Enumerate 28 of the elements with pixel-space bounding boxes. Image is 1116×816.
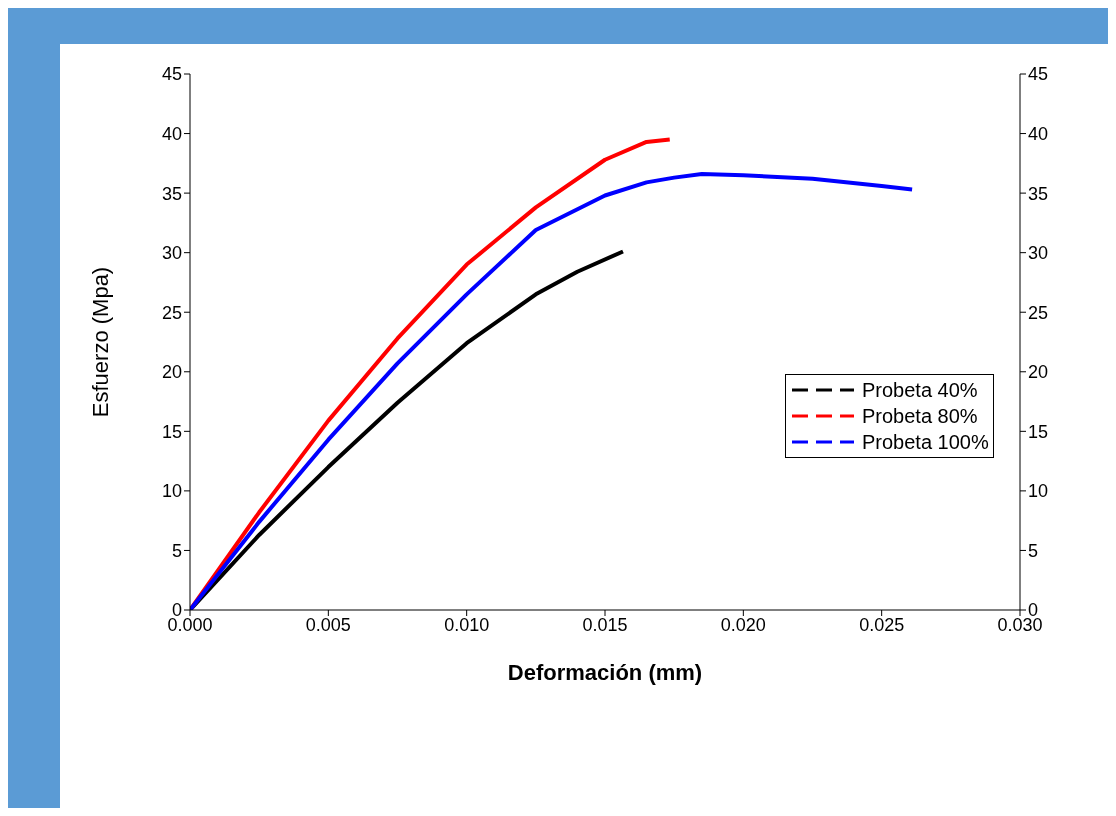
y-tick-label: 10: [161, 481, 182, 502]
legend-label: Probeta 80%: [862, 404, 978, 429]
y-axis-title: Esfuerzo (Mpa): [87, 266, 113, 418]
x-tick-label: 0.005: [305, 614, 351, 635]
y2-tick-label: 35: [1028, 183, 1049, 204]
y2-tick-label: 30: [1028, 243, 1049, 264]
y2-tick-label: 45: [1028, 64, 1049, 85]
y-tick-label: 40: [161, 123, 182, 144]
y-tick-label: 15: [161, 421, 182, 442]
y2-tick-label: 5: [1028, 540, 1039, 561]
y-tick-label: 35: [161, 183, 182, 204]
legend-label: Probeta 40%: [862, 378, 978, 403]
y-tick-label: 20: [161, 362, 182, 383]
y2-tick-label: 40: [1028, 123, 1049, 144]
x-tick-label: 0.015: [582, 614, 628, 635]
x-tick-label: 0.010: [444, 614, 490, 635]
y2-tick-label: 20: [1028, 362, 1049, 383]
y2-tick-label: 25: [1028, 302, 1049, 323]
y-tick-label: 25: [161, 302, 182, 323]
legend-label: Probeta 100%: [862, 430, 989, 455]
y-tick-label: 5: [171, 540, 182, 561]
y2-tick-label: 15: [1028, 421, 1049, 442]
y-tick-label: 45: [161, 64, 182, 85]
y2-tick-label: 10: [1028, 481, 1049, 502]
x-tick-label: 0.020: [720, 614, 766, 635]
y-tick-label: 30: [161, 243, 182, 264]
x-tick-label: 0.025: [859, 614, 905, 635]
x-axis-title: Deformación (mm): [507, 660, 703, 685]
